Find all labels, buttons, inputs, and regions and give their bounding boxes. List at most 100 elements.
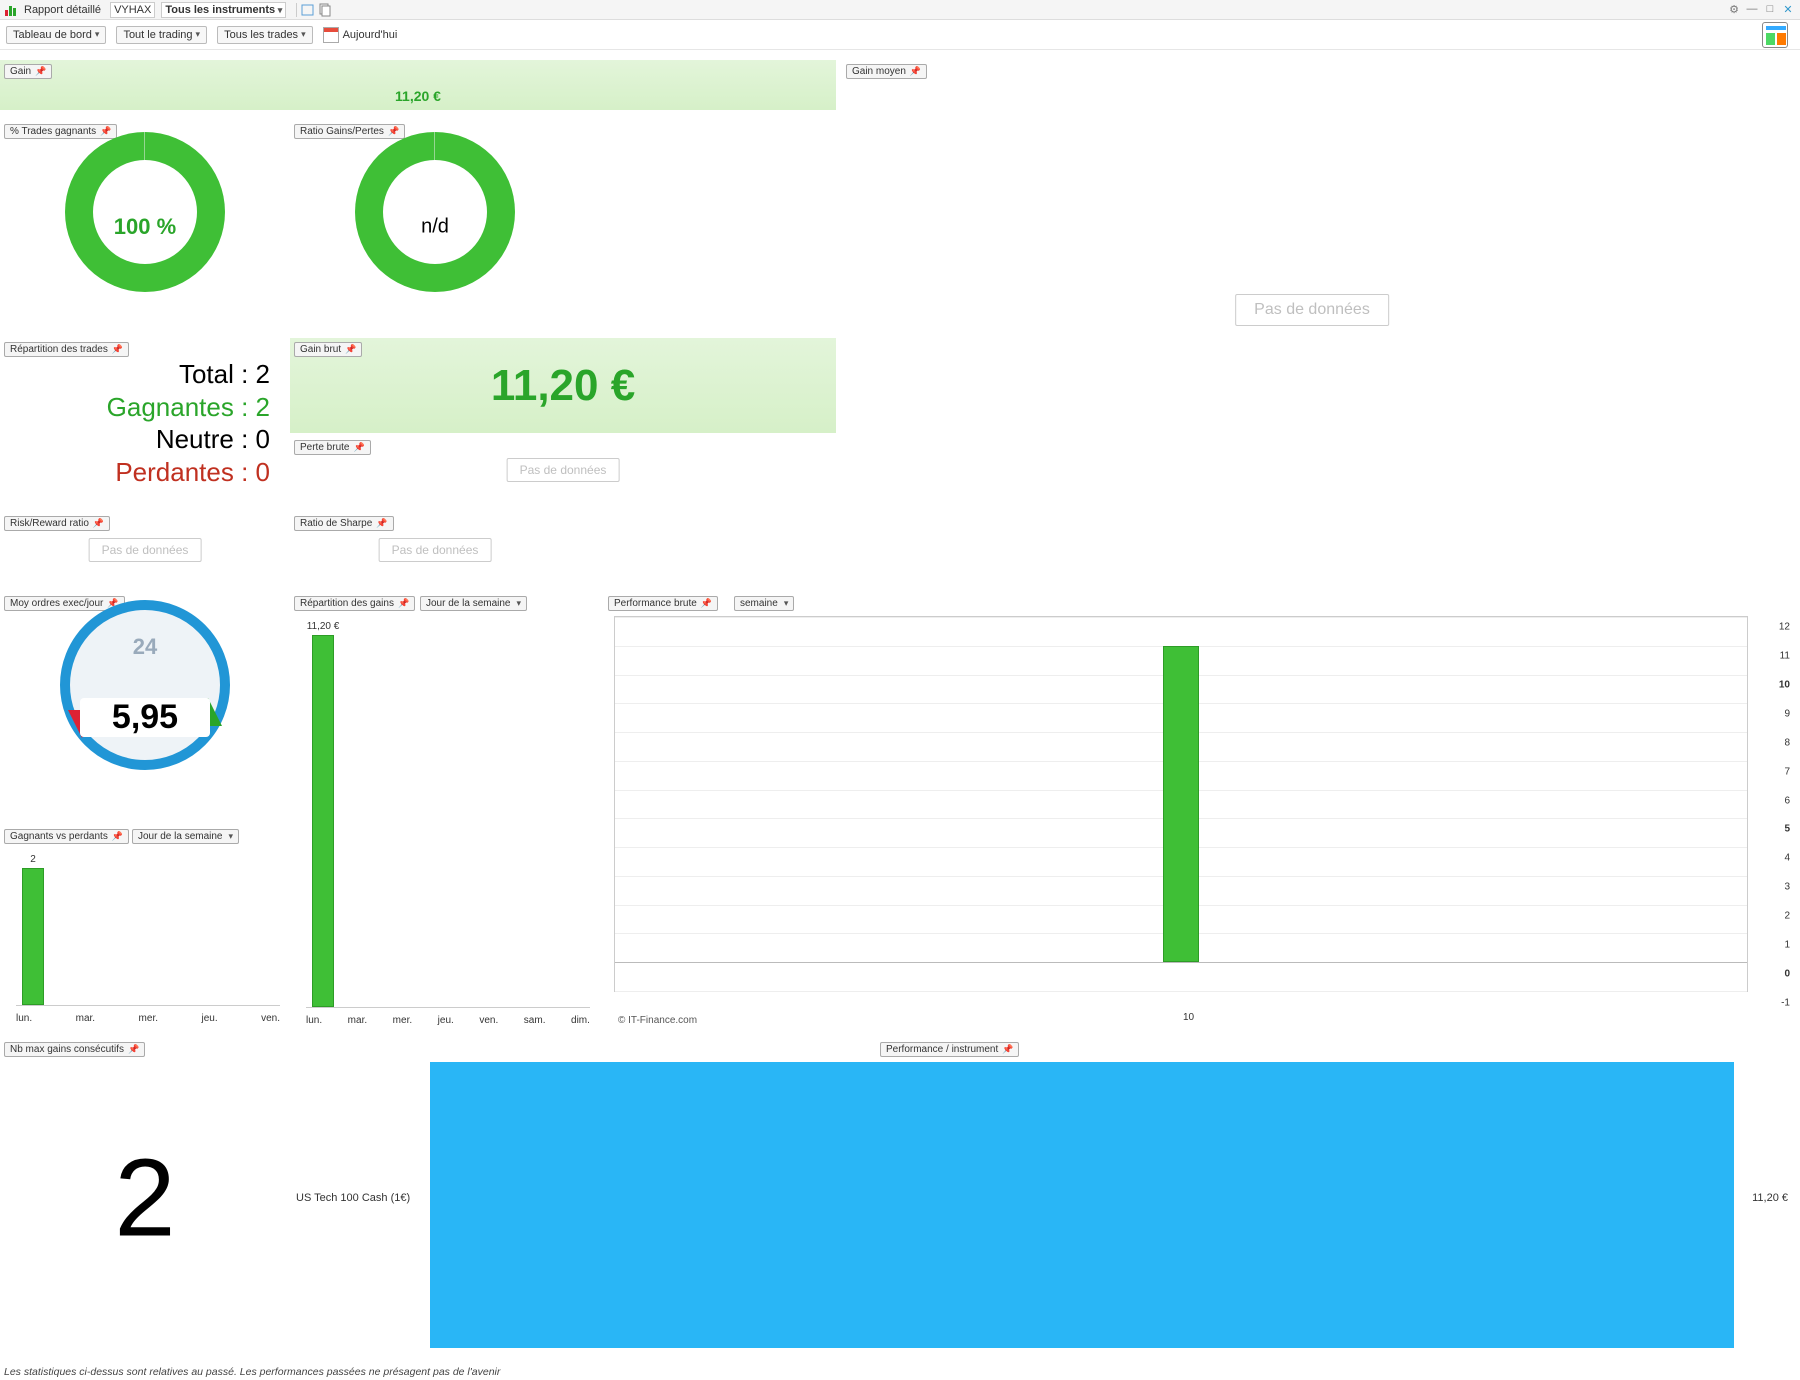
avg-orders-widget: Moy ordres exec/jour 📌 24 5,95 — [0, 592, 290, 822]
rep-gains-label: Répartition des gains — [300, 598, 394, 609]
dashboard-layout-icon[interactable] — [1762, 22, 1788, 48]
calendar-icon — [323, 27, 339, 43]
chart-icon — [4, 3, 18, 17]
perte-brute-label: Perte brute — [300, 442, 349, 453]
rep-perd-val: 0 — [256, 457, 270, 487]
instrument-name: US Tech 100 Cash (1€) — [296, 1192, 410, 1204]
perte-brute-widget: Perte brute 📌 Pas de données — [290, 436, 836, 504]
gain-brut-chip[interactable]: Gain brut 📌 — [294, 342, 362, 357]
max-consecutifs-chip[interactable]: Nb max gains consécutifs 📌 — [4, 1042, 145, 1057]
perf-brute-sub[interactable]: semaine — [734, 596, 794, 611]
sharpe-nodata: Pas de données — [379, 538, 492, 562]
trades-dropdown[interactable]: Tous les trades — [217, 26, 313, 44]
rep-total-lbl: Total : — [179, 359, 256, 389]
pin-icon: 📌 — [376, 518, 387, 529]
repartition-lines: Total : 2 Gagnantes : 2 Neutre : 0 Perda… — [107, 358, 270, 488]
rep-total-val: 2 — [256, 359, 270, 389]
titlebar: Rapport détaillé VYHAX Tous les instrume… — [0, 0, 1800, 20]
right-nodata-area: Pas de données — [842, 120, 1782, 500]
rep-gag-val: 2 — [256, 392, 270, 422]
sharpe-label: Ratio de Sharpe — [300, 518, 372, 529]
repartition-trades-widget: Répartition des trades 📌 Total : 2 Gagna… — [0, 338, 290, 503]
gain-brut-label: Gain brut — [300, 344, 341, 355]
max-consecutifs-widget: Nb max gains consécutifs 📌 2 — [0, 1038, 290, 1358]
winners-losers-sub[interactable]: Jour de la semaine — [132, 829, 239, 844]
maximize-icon[interactable]: □ — [1762, 3, 1778, 16]
trading-dropdown[interactable]: Tout le trading — [116, 26, 207, 44]
risk-reward-widget: Risk/Reward ratio 📌 Pas de données — [0, 512, 290, 588]
copy-icon[interactable] — [318, 3, 332, 17]
winners-losers-widget: Gagnants vs perdants 📌 Jour de la semain… — [0, 825, 290, 1030]
risk-reward-nodata: Pas de données — [89, 538, 202, 562]
gain-chip[interactable]: Gain 📌 — [4, 64, 52, 79]
winners-losers-chart: 2lun.mar.mer.jeu.ven. — [16, 849, 280, 1006]
pin-icon: 📌 — [112, 831, 123, 842]
rep-gag-lbl: Gagnantes : — [107, 392, 256, 422]
gain-moyen-chip[interactable]: Gain moyen 📌 — [846, 64, 927, 79]
minimize-icon[interactable]: — — [1744, 3, 1760, 16]
risk-reward-chip[interactable]: Risk/Reward ratio 📌 — [4, 516, 110, 531]
perf-instrument-widget: Performance / instrument 📌 US Tech 100 C… — [290, 1038, 1794, 1358]
pin-icon: 📌 — [353, 442, 364, 453]
gauge-value: 5,95 — [80, 698, 210, 737]
rep-neutre-lbl: Neutre : — [156, 424, 256, 454]
pin-icon: 📌 — [910, 66, 921, 77]
perf-brute-label: Performance brute — [614, 598, 697, 609]
disclaimer: Les statistiques ci-dessus sont relative… — [4, 1366, 500, 1378]
gain-moyen-widget: Gain moyen 📌 — [842, 60, 1782, 110]
perte-brute-chip[interactable]: Perte brute 📌 — [294, 440, 371, 455]
today-button[interactable]: Aujourd'hui — [323, 27, 398, 43]
window-controls: ⚙ — □ ✕ — [1726, 3, 1796, 16]
copyright: © IT-Finance.com — [618, 1015, 697, 1026]
rep-gains-sub[interactable]: Jour de la semaine — [420, 596, 527, 611]
max-consecutifs-value: 2 — [114, 1135, 175, 1262]
pin-icon: 📌 — [128, 1044, 139, 1055]
winners-losers-chip[interactable]: Gagnants vs perdants 📌 — [4, 829, 129, 844]
sharpe-chip[interactable]: Ratio de Sharpe 📌 — [294, 516, 394, 531]
today-label: Aujourd'hui — [343, 29, 398, 41]
pin-icon: 📌 — [701, 598, 712, 609]
rep-neutre-val: 0 — [256, 424, 270, 454]
perf-instrument-chip[interactable]: Performance / instrument 📌 — [880, 1042, 1019, 1057]
rep-gains-chip[interactable]: Répartition des gains 📌 — [294, 596, 415, 611]
donut-pct-gagnants — [65, 132, 225, 292]
gain-brut-value: 11,20 € — [491, 361, 635, 411]
perf-brute-widget: Performance brute 📌 semaine 10 -10123456… — [604, 592, 1794, 1032]
pin-icon: 📌 — [398, 598, 409, 609]
rep-gains-widget: Répartition des gains 📌 Jour de la semai… — [290, 592, 600, 1032]
gain-brut-widget: Gain brut 📌 11,20 € — [290, 338, 836, 433]
settings-icon[interactable]: ⚙ — [1726, 3, 1742, 16]
close-icon[interactable]: ✕ — [1780, 3, 1796, 16]
max-consecutifs-label: Nb max gains consécutifs — [10, 1044, 124, 1055]
perf-brute-chart: 10 — [614, 616, 1748, 992]
pct-gagnants-widget: % Trades gagnants 📌 100 % — [0, 120, 290, 335]
separator — [296, 3, 297, 17]
dashboard-dropdown[interactable]: Tableau de bord — [6, 26, 106, 44]
pin-icon: 📌 — [1002, 1044, 1013, 1055]
new-window-icon[interactable] — [301, 3, 315, 17]
pin-icon: 📌 — [93, 518, 104, 529]
repartition-trades-label: Répartition des trades — [10, 344, 108, 355]
perf-instrument-label: Performance / instrument — [886, 1044, 998, 1055]
donut-pct-value: 100 % — [114, 214, 176, 240]
repartition-trades-chip[interactable]: Répartition des trades 📌 — [4, 342, 129, 357]
nodata-box: Pas de données — [1235, 294, 1389, 326]
sharpe-widget: Ratio de Sharpe 📌 Pas de données — [290, 512, 580, 588]
perf-brute-chip[interactable]: Performance brute 📌 — [608, 596, 718, 611]
perte-brute-nodata: Pas de données — [507, 458, 620, 482]
pin-icon: 📌 — [345, 344, 356, 355]
pin-icon: 📌 — [112, 344, 123, 355]
perf-brute-yticks: -10123456789101112 — [1754, 616, 1790, 992]
window-title: Rapport détaillé — [21, 3, 104, 17]
instrument-bar — [430, 1062, 1734, 1348]
donut-ratio-gp — [355, 132, 515, 292]
gauge: 24 5,95 — [50, 600, 240, 780]
gain-value: 11,20 € — [395, 88, 441, 104]
instrument-value: 11,20 € — [1752, 1192, 1788, 1204]
instruments-dropdown[interactable]: Tous les instruments — [161, 2, 286, 18]
risk-reward-label: Risk/Reward ratio — [10, 518, 89, 529]
account-name[interactable]: VYHAX — [110, 2, 155, 18]
rep-perd-lbl: Perdantes : — [115, 457, 255, 487]
gauge-24: 24 — [50, 634, 240, 660]
toolbar: Tableau de bord Tout le trading Tous les… — [0, 20, 1800, 50]
